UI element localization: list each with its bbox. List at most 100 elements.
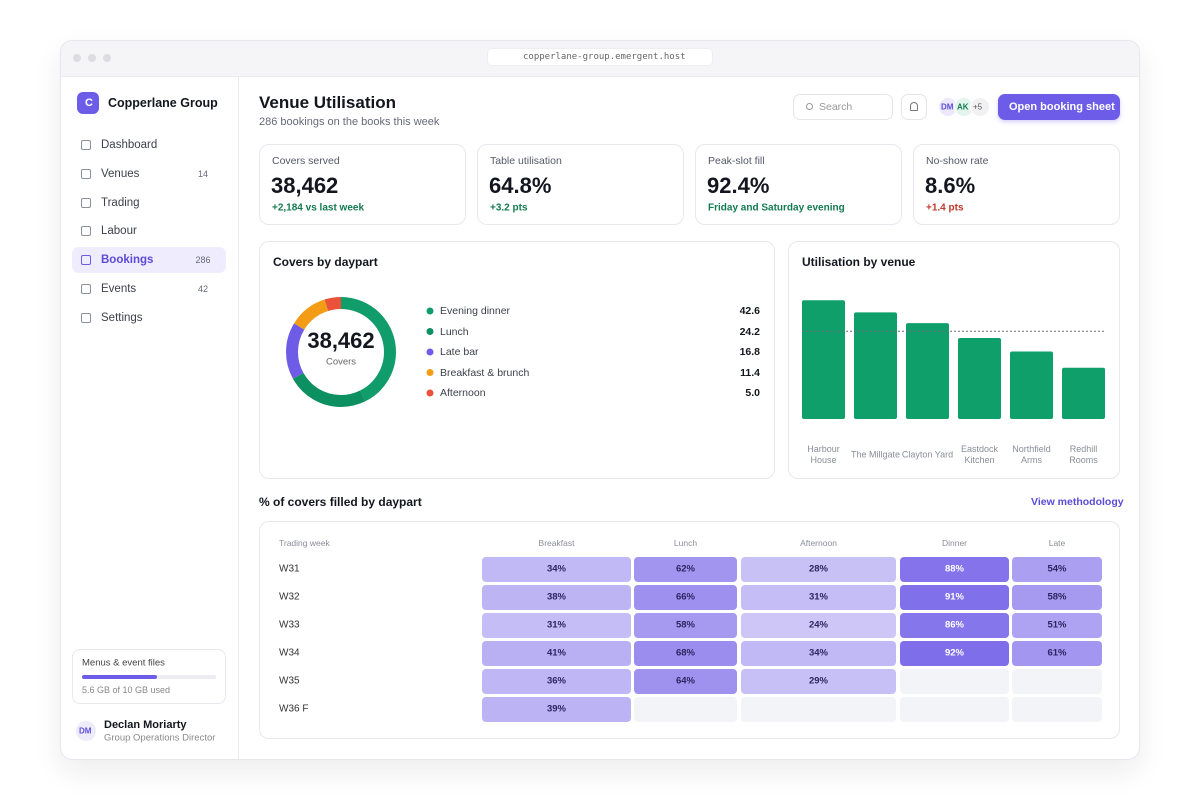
nav-item[interactable]: Dashboard [101,139,158,151]
legend-label: Late bar [440,346,479,358]
heat-cell [741,612,896,638]
url-bar[interactable] [487,48,713,66]
heat-cell [1012,556,1102,582]
row-label: W36 F [279,703,309,715]
cell-label: 61% [1047,647,1067,659]
cell-label: 31% [546,619,566,631]
empty-cell [1012,696,1102,722]
heat-cell [482,612,631,638]
x-tick-label: Harbour House [807,444,840,465]
kpi-card [259,144,466,225]
nav-item[interactable]: Events [101,283,137,295]
storage-fill [82,675,158,679]
heat-cell [634,556,737,582]
row-label: W35 [279,675,300,687]
column-header: Lunch [673,538,698,548]
nav-icon [81,226,91,237]
empty-cell [900,696,1009,722]
cell-label: 28% [808,563,828,575]
avatar-more [970,97,990,117]
row-label: W34 [279,647,300,659]
column-header: Dinner [941,538,968,548]
empty-cell [741,696,896,722]
column-header: Late [1048,538,1066,548]
cell-label: 64% [675,675,695,687]
avatar-initials: DM [941,102,954,112]
donut-center-label: Covers [325,356,357,368]
kpi-value: 8.6% [925,173,976,198]
heat-cell [634,612,737,638]
legend-label: Breakfast & brunch [440,366,530,379]
kpi-delta: +3.2 pts [490,202,528,214]
kpi-label: Covers served [272,155,340,167]
nav-item[interactable]: Settings [101,311,143,324]
nav-icon [81,168,91,179]
empty-cell [634,696,737,722]
nav-item[interactable]: Labour [101,225,137,238]
heat-cell [900,584,1009,610]
kpi-card [477,144,684,225]
heat-cell [1012,640,1102,666]
storage-label: 5.6 GB of 10 GB used [82,685,171,695]
cell-label: 91% [944,591,964,603]
cell-label: 58% [675,619,695,631]
search-box[interactable] [793,94,893,120]
kpi-label: Table utilisation [490,155,562,167]
legend-value: 5.0 [745,387,760,399]
bell-button[interactable] [901,94,927,120]
x-tick-label: Eastdock Kitchen [960,444,999,465]
brand-initial: C [85,97,93,109]
heat-cell [900,556,1009,582]
nav-badge: 286 [195,255,211,266]
heat-cell [900,640,1009,666]
heat-cell [741,668,896,694]
nav-item[interactable]: Bookings [101,254,154,267]
legend-label: Evening dinner [440,305,511,317]
storage-card [72,649,226,704]
primary-button[interactable] [998,94,1120,120]
heat-cell [482,668,631,694]
cell-label: 24% [808,619,828,631]
brand-icon [77,92,99,114]
nav-icon [81,255,91,266]
cell-label: 66% [675,591,695,603]
bell-icon [910,102,918,111]
x-tick-label: Clayton Yard [901,449,954,460]
cell-label: 34% [546,563,566,575]
empty-cell [1012,668,1102,694]
nav-icon [81,140,91,150]
heat-cell [741,640,896,666]
storage-title: Menus & event files [82,657,165,669]
cell-label: 29% [808,675,828,687]
kpi-value: 38,462 [271,173,339,198]
heat-cell [634,584,737,610]
link[interactable]: View methodology [1031,496,1124,508]
cell-label: 58% [1047,591,1067,603]
cell-label: 68% [675,647,695,659]
x-tick-label: The Millgate [850,449,901,460]
heat-cell [1012,612,1102,638]
cell-label: 36% [546,675,566,687]
cell-label: 54% [1047,563,1067,575]
legend-label: Lunch [440,325,469,338]
kpi-delta: Friday and Saturday evening [708,202,845,214]
page-title: Venue Utilisation [259,93,396,112]
heat-cell [634,668,737,694]
nav-icon [81,197,91,208]
kpi-label: Peak-slot fill [708,155,765,167]
cell-label: 39% [546,703,566,715]
cell-label: 92% [944,647,964,659]
column-header: Trading week [279,538,330,548]
cell-label: 34% [808,647,828,659]
brand-name: Copperlane Group [108,96,218,110]
column-header: Breakfast [538,538,575,548]
primary-button-label: Open booking sheet [1009,101,1115,113]
x-tick-label: Redhill Rooms [1069,444,1098,465]
nav-item[interactable]: Trading [101,196,140,209]
user-name: Declan Moriarty [104,719,187,731]
chart-title: Utilisation by venue [802,255,916,269]
nav-item[interactable]: Venues [101,167,140,180]
search-icon [806,103,813,110]
